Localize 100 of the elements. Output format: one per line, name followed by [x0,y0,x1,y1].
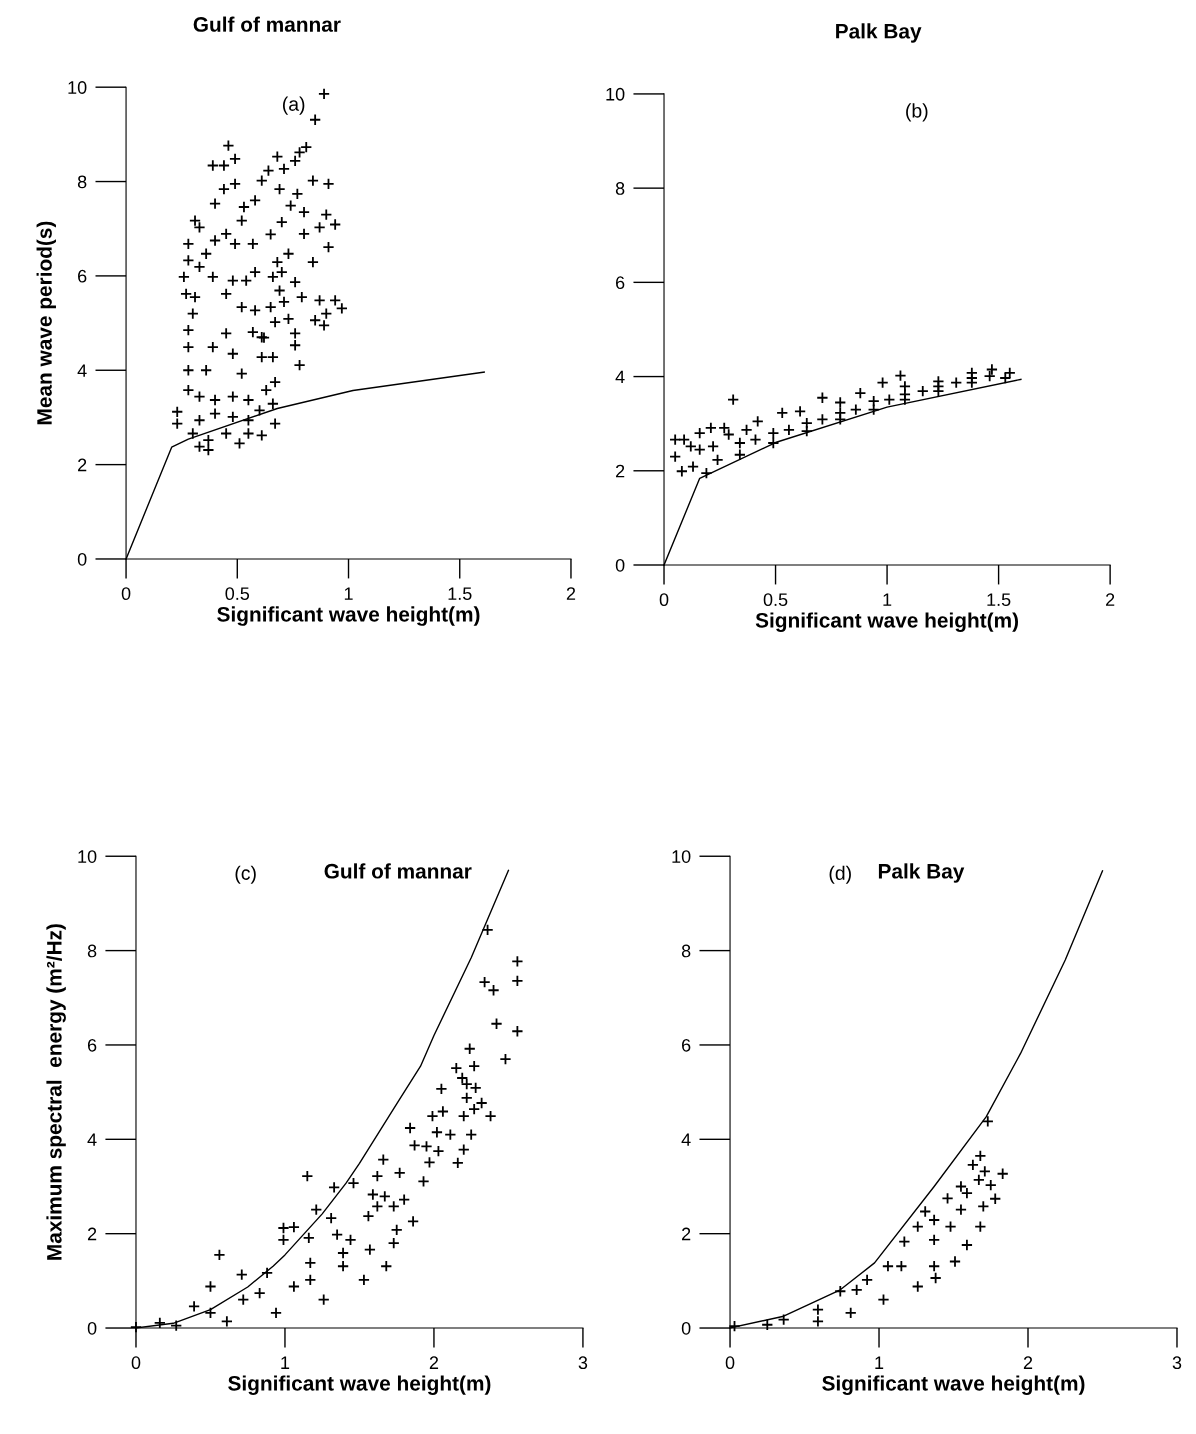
point [954,1203,968,1216]
point [669,450,682,463]
point [966,1158,979,1171]
y-tick-label: 4 [77,364,87,377]
x-tick-label: 0.5 [763,593,788,607]
y-axis-title: Maximum spectral energy (m²/Hz) [46,924,66,1260]
y-tick-label: 4 [681,1133,691,1146]
point [718,421,731,434]
point [749,433,762,446]
point [867,403,880,416]
point [916,385,929,398]
y-tick-label: 8 [681,944,691,958]
x-tick-label: 0 [131,1356,141,1370]
point [751,415,764,428]
x-axis-title: Significant wave height(m) [822,1375,1085,1395]
point [989,1192,1002,1205]
point [911,1220,924,1233]
point [711,453,724,467]
point [834,1285,847,1298]
point [669,433,682,446]
point [854,387,867,400]
point [877,1293,890,1306]
point [996,1167,1009,1180]
y-axis-title: Mean wave period(s) [36,221,56,425]
point [944,1220,957,1233]
point [722,428,735,441]
point [895,1260,908,1273]
x-axis-title: Significant wave height(m) [228,1375,491,1395]
point [693,427,706,440]
point [794,405,807,418]
point [960,1238,973,1252]
point [816,391,829,404]
y-tick-label: 0 [681,1321,691,1335]
point [800,425,813,438]
y-tick-label: 0 [77,552,87,566]
point [733,448,746,461]
point [675,465,688,478]
chart-title: Palk Bay [836,23,922,43]
point [693,443,706,456]
point [733,436,746,450]
chart-title: Gulf of mannar [193,16,341,32]
point [928,1213,941,1227]
point [707,440,720,453]
point [941,1192,954,1205]
x-tick-label: 2 [1106,593,1115,606]
point [928,1233,941,1246]
y-tick-label: 8 [77,175,87,189]
x-tick-label: 0 [725,1356,735,1370]
x-axis-title: Significant wave height(m) [755,612,1018,632]
point [782,423,795,436]
annotation: (c) [235,865,256,884]
point [800,417,813,430]
point [727,393,740,406]
annotation: (a) [282,96,305,115]
x-tick-label: 3 [1172,1356,1182,1370]
point [844,1306,857,1319]
y-tick-label: 4 [615,370,625,384]
point [898,1235,911,1248]
x-tick-label: 0 [659,593,669,607]
point [816,413,829,426]
x-tick-label: 0.5 [225,587,250,601]
point [861,1273,874,1286]
point [950,376,963,389]
point [767,427,780,440]
point [876,376,889,389]
point [928,1260,941,1273]
y-tick-label: 10 [68,81,87,94]
point [867,395,880,408]
point [981,1115,994,1128]
y-tick-label: 6 [616,276,625,290]
point [834,396,847,409]
x-tick-label: 1 [281,1356,290,1369]
x-tick-label: 2 [566,587,576,600]
point [776,406,789,419]
x-tick-label: 2 [1023,1356,1033,1369]
y-tick-label: 8 [87,944,97,958]
y-tick-label: 10 [672,850,691,863]
y-tick-label: 6 [682,1038,691,1052]
annotation: (d) [829,865,851,884]
y-tick-label: 6 [78,269,87,283]
point [960,1187,973,1200]
point [954,1180,968,1193]
x-tick-label: 1 [883,593,892,606]
y-tick-label: 0 [87,1321,97,1335]
point [965,371,978,385]
point [977,1200,990,1213]
point [984,1179,997,1192]
y-tick-label: 10 [78,850,97,863]
y-tick-label: 2 [682,1227,691,1241]
point [686,460,700,473]
point [881,1260,895,1273]
point [929,1271,942,1285]
y-tick-label: 2 [87,1227,97,1241]
point [700,467,713,480]
point [919,1205,932,1218]
x-tick-label: 3 [578,1356,588,1370]
point [974,1149,987,1162]
point [684,440,697,453]
chart-title: Palk Bay [878,863,965,883]
point [883,393,896,406]
